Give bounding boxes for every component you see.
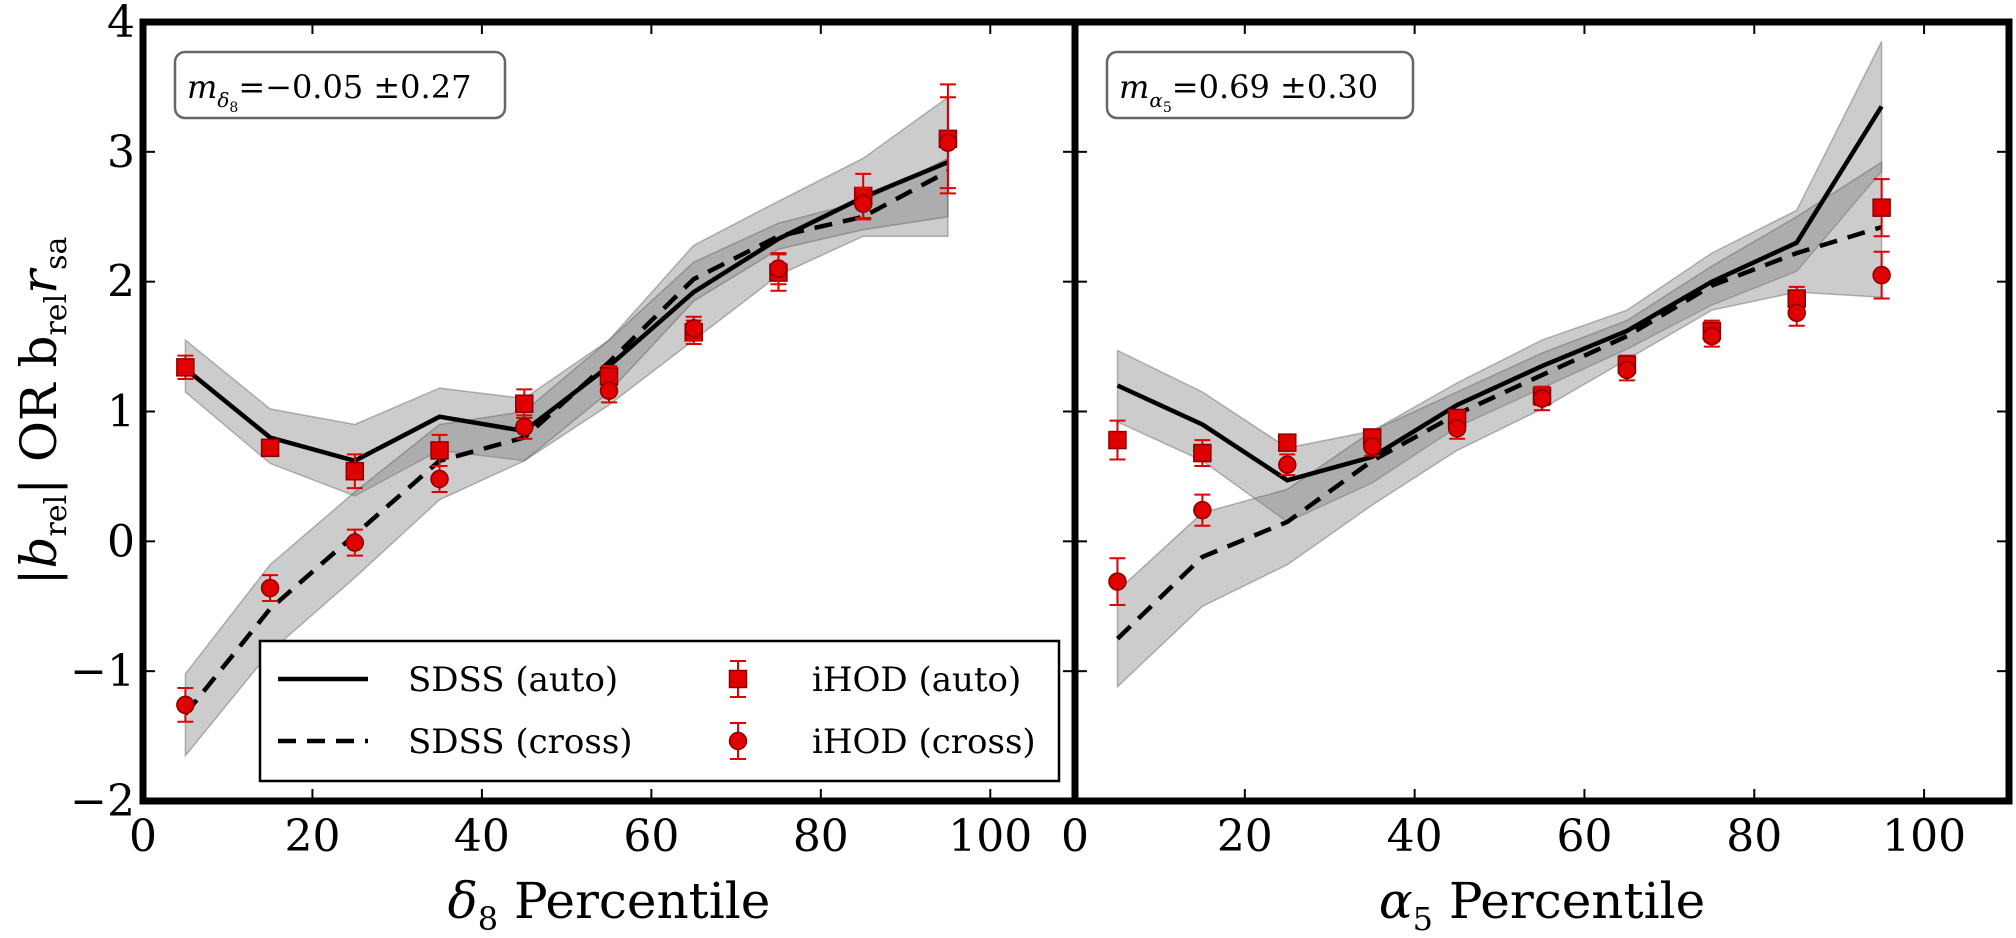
- x-tick-label: 0: [1061, 811, 1089, 862]
- y-tick-label: 1: [107, 387, 135, 438]
- legend-swatch-circle: [728, 731, 748, 751]
- x-tick-label: 80: [1726, 811, 1782, 862]
- legend-item-ihod-auto-: iHOD (auto): [728, 660, 1021, 700]
- points-ihod-cross-: [176, 96, 958, 723]
- y-axis-title: |brel| OR brelrsa: [10, 237, 74, 586]
- x-tick-label: 100: [948, 811, 1032, 862]
- data-point-circle: [345, 533, 365, 552]
- data-point-circle: [1872, 265, 1891, 285]
- data-point-circle: [938, 133, 958, 152]
- annotation-box: [173, 50, 507, 120]
- band-sdss-auto-: [1116, 41, 1883, 523]
- data-point-circle: [1362, 437, 1382, 456]
- slope-annotation: mδ8=−0.05 ±0.27: [173, 50, 507, 120]
- data-point-square: [1278, 433, 1297, 452]
- x-tick-label: 60: [1556, 811, 1612, 862]
- data-point-circle: [1617, 360, 1637, 380]
- line-sdss-cross-: [183, 169, 949, 716]
- legend-item-sdss-cross-: SDSS (cross): [278, 722, 633, 762]
- data-point-square: [1193, 443, 1212, 463]
- data-point-circle: [684, 319, 703, 338]
- data-point-square: [1872, 198, 1891, 217]
- points-ihod-auto-: [176, 83, 958, 490]
- legend-label: SDSS (cross): [408, 722, 633, 762]
- slope-annotation: mα5=0.69 ±0.30: [1105, 50, 1415, 120]
- x-axis-title: α5 Percentile: [1379, 872, 1705, 938]
- y-tick-label: 4: [107, 0, 135, 48]
- points-ihod-cross-: [1108, 250, 1891, 606]
- legend-label: iHOD (cross): [812, 722, 1036, 762]
- data-point-circle: [769, 259, 788, 278]
- y-tick-label: −1: [70, 646, 135, 697]
- legend-swatch-square: [728, 669, 748, 689]
- right-panel: 0 20 40 60 80 100 α5 Percentile mα5=0.69 ±0.30: [1061, 18, 2013, 938]
- legend-label: iHOD (auto): [812, 660, 1021, 700]
- data-point-circle: [1532, 389, 1552, 408]
- data-point-square: [176, 358, 195, 377]
- data-point-square: [515, 394, 534, 413]
- data-point-circle: [515, 417, 534, 437]
- data-point-circle: [853, 194, 873, 214]
- left-panel: 0 20 40 60 80 100 −2 −1 0 1 2 3 4 δ8 Percentile mδ8=−0…: [70, 0, 1079, 938]
- data-point-circle: [1447, 419, 1467, 438]
- line-sdss-cross-: [1115, 224, 1883, 641]
- data-point-circle: [176, 695, 195, 715]
- data-point-circle: [1278, 455, 1297, 474]
- x-tick-label: 100: [1882, 811, 1966, 862]
- legend-item-ihod-cross-: iHOD (cross): [728, 722, 1036, 762]
- y-tick-label: −2: [70, 776, 135, 827]
- x-tick-label: 0: [129, 811, 157, 862]
- legend-item-sdss-auto-: SDSS (auto): [278, 660, 618, 700]
- x-axis-title: δ8 Percentile: [448, 872, 771, 938]
- data-point-circle: [430, 469, 449, 489]
- data-point-square: [260, 438, 280, 458]
- annotation-text: mα5=0.69 ±0.30: [1119, 68, 1378, 116]
- y-tick-label: 2: [107, 257, 135, 308]
- data-point-circle: [1108, 572, 1127, 591]
- x-tick-label: 40: [454, 811, 510, 862]
- data-point-square: [430, 441, 449, 460]
- y-axis-title-text: |brel| OR brelrsa: [10, 237, 74, 586]
- annotation-text: mδ8=−0.05 ±0.27: [187, 68, 471, 116]
- data-point-circle: [1193, 500, 1212, 520]
- data-point-square: [345, 461, 365, 481]
- x-tick-label: 60: [623, 811, 679, 862]
- x-tick-label: 80: [793, 811, 849, 862]
- data-point-circle: [1702, 326, 1722, 346]
- legend-box: [258, 639, 1061, 783]
- legend: SDSS (auto) SDSS (cross) iHOD (auto) iHOD (…: [258, 639, 1061, 783]
- x-tick-label: 20: [284, 811, 340, 862]
- data-point-circle: [599, 381, 619, 400]
- legend-label: SDSS (auto): [408, 660, 618, 700]
- data-point-square: [1108, 430, 1127, 450]
- y-tick-label: 3: [107, 127, 135, 178]
- band-sdss-auto-: [184, 95, 949, 497]
- data-point-circle: [1787, 303, 1806, 323]
- annotation-box: [1105, 50, 1415, 120]
- y-tick-label: 0: [107, 516, 135, 567]
- line-sdss-auto-: [1116, 105, 1884, 483]
- x-tick-label: 20: [1217, 811, 1273, 862]
- data-point-circle: [260, 578, 280, 598]
- x-tick-label: 40: [1387, 811, 1443, 862]
